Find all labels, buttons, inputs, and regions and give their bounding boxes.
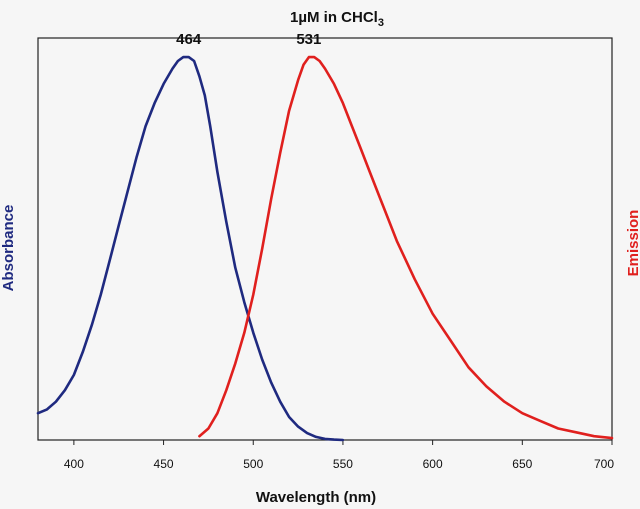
y-axis-title-left: Absorbance	[0, 205, 17, 292]
x-tick-label: 650	[512, 457, 532, 471]
chart-title: 1µM in CHCl3	[290, 9, 384, 29]
peak-label-emission: 531	[296, 31, 321, 48]
series-layer	[36, 55, 614, 442]
x-tick-label: 700	[594, 457, 614, 471]
x-tick-label: 500	[243, 457, 263, 471]
x-tick-label: 400	[64, 457, 84, 471]
x-axis-title: Wavelength (nm)	[256, 489, 376, 506]
peak-label-absorbance: 464	[176, 31, 202, 48]
y-axis-title-right: Emission	[625, 210, 640, 277]
emission-series-line	[198, 55, 614, 440]
plot-frame	[37, 37, 613, 441]
x-tick-label: 450	[154, 457, 174, 471]
peak-annotations: 464 531	[176, 31, 321, 48]
x-tick-label: 550	[333, 457, 353, 471]
x-tick-label: 600	[423, 457, 443, 471]
x-axis: 400 450 500 550 600 650 700	[64, 440, 614, 471]
absorbance-series-line	[36, 55, 345, 442]
